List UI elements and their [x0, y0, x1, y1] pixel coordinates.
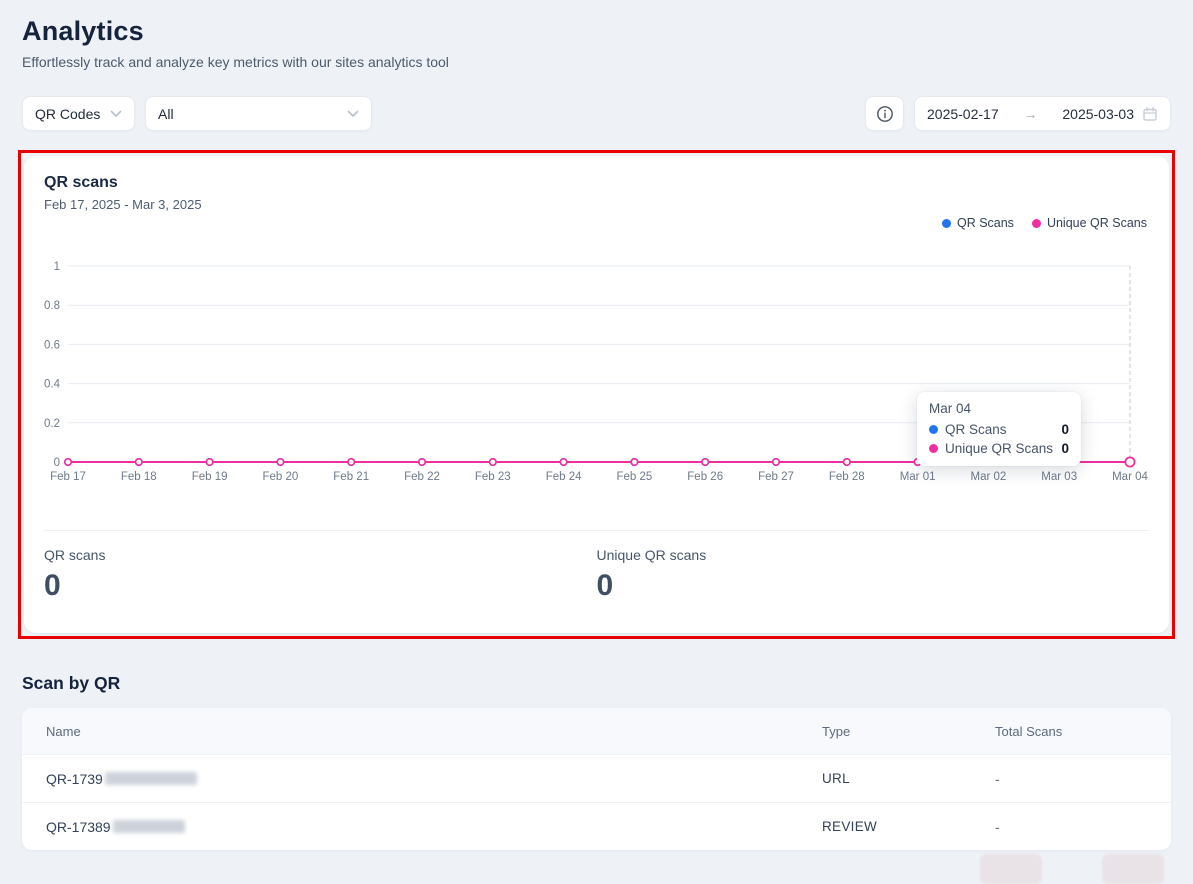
tooltip-dot-pink — [929, 444, 938, 453]
chart-tooltip: Mar 04 QR Scans 0 Unique QR Scans 0 — [917, 392, 1081, 466]
info-circle-icon — [876, 105, 893, 122]
svg-text:Feb 20: Feb 20 — [262, 471, 298, 483]
svg-text:Mar 04: Mar 04 — [1112, 471, 1148, 483]
tooltip-value: 0 — [1061, 422, 1069, 437]
date-range-start[interactable]: 2025-02-17 — [927, 105, 999, 122]
legend-item-qr-scans[interactable]: QR Scans — [941, 216, 1014, 230]
pagination-controls — [22, 854, 1171, 884]
svg-text:0.4: 0.4 — [44, 379, 61, 391]
svg-text:Feb 26: Feb 26 — [687, 471, 723, 483]
scan-by-qr-title: Scan by QR — [22, 673, 121, 693]
scope-dropdown[interactable]: All — [145, 96, 372, 131]
stat-label: Unique QR scans — [596, 547, 707, 563]
svg-text:Feb 22: Feb 22 — [404, 471, 440, 483]
column-header-type: Type — [822, 723, 851, 739]
svg-text:1: 1 — [54, 261, 60, 273]
table-row[interactable]: QR-17389 REVIEW - — [22, 802, 1171, 850]
svg-text:Feb 23: Feb 23 — [475, 471, 511, 483]
chart-summary-stats: QR scans 0 Unique QR scans 0 — [44, 530, 1149, 603]
svg-text:Feb 24: Feb 24 — [546, 471, 582, 483]
qr-type-dropdown-value: QR Codes — [35, 105, 101, 122]
stat-value: 0 — [44, 569, 61, 602]
pagination-control[interactable] — [980, 854, 1042, 884]
svg-text:0.8: 0.8 — [44, 300, 60, 312]
scope-dropdown-value: All — [158, 105, 174, 122]
qr-name-cell[interactable]: QR-17389 — [22, 819, 798, 835]
svg-text:Feb 28: Feb 28 — [829, 471, 865, 483]
legend-item-unique-qr-scans[interactable]: Unique QR Scans — [1031, 216, 1147, 230]
tooltip-label: QR Scans — [945, 422, 1007, 437]
filter-right-group: 2025-02-17 → 2025-03-03 — [865, 96, 1171, 131]
calendar-icon — [1143, 106, 1157, 121]
svg-text:Feb 18: Feb 18 — [121, 471, 157, 483]
legend-dot-blue — [941, 218, 951, 228]
svg-text:0: 0 — [54, 457, 60, 469]
chart-plot-area[interactable]: 0 0.2 0.4 0.6 0.8 1 Feb 17 Feb 18 Feb 19 Feb 20 Fe… — [44, 256, 1149, 496]
filter-bar: QR Codes All 2025-02-17 → 2025-03-03 — [22, 96, 1171, 131]
table-row[interactable]: QR-1739 URL - — [22, 754, 1171, 802]
chart-title: QR scans — [44, 174, 118, 191]
redacted-text — [104, 772, 197, 785]
tooltip-row-qr-scans: QR Scans 0 — [929, 422, 1069, 437]
svg-text:Feb 25: Feb 25 — [616, 471, 652, 483]
tooltip-label: Unique QR Scans — [945, 441, 1054, 456]
svg-text:Mar 01: Mar 01 — [900, 471, 936, 483]
stat-unique-qr-scans: Unique QR scans 0 — [597, 547, 1150, 603]
tooltip-dot-blue — [929, 425, 938, 434]
svg-text:0.6: 0.6 — [44, 339, 60, 351]
page-subtitle: Effortlessly track and analyze key metri… — [22, 54, 449, 70]
chevron-down-icon — [347, 110, 359, 117]
filter-left-group: QR Codes All — [22, 96, 372, 131]
date-range-end[interactable]: 2025-03-03 — [1062, 105, 1134, 122]
svg-text:Feb 17: Feb 17 — [50, 471, 86, 483]
legend-label: Unique QR Scans — [1046, 216, 1147, 230]
chart-legend: QR Scans Unique QR Scans — [941, 216, 1147, 230]
column-header-total-scans: Total Scans — [995, 723, 1063, 739]
svg-text:Feb 27: Feb 27 — [758, 471, 794, 483]
legend-label: QR Scans — [956, 216, 1014, 230]
svg-text:Feb 19: Feb 19 — [192, 471, 228, 483]
arrow-right-icon: → — [1023, 105, 1038, 122]
qr-name-cell[interactable]: QR-1739 — [22, 771, 798, 787]
svg-text:Mar 02: Mar 02 — [971, 471, 1007, 483]
redacted-text — [112, 820, 185, 833]
annotation-highlight-box: QR scans Feb 17, 2025 - Mar 3, 2025 QR S… — [18, 150, 1175, 639]
column-header-name: Name — [46, 723, 81, 739]
qr-scans-line-chart[interactable]: 0 0.2 0.4 0.6 0.8 1 Feb 17 Feb 18 Feb 19 Feb 20 Fe… — [44, 256, 1155, 496]
qr-type-cell: REVIEW — [822, 819, 878, 834]
tooltip-value: 0 — [1061, 441, 1069, 456]
qr-scans-chart-card: QR scans Feb 17, 2025 - Mar 3, 2025 QR S… — [24, 156, 1169, 633]
svg-text:Mar 03: Mar 03 — [1041, 471, 1077, 483]
pagination-control[interactable] — [1102, 854, 1164, 884]
svg-text:0.2: 0.2 — [44, 418, 60, 430]
legend-dot-pink — [1031, 218, 1041, 228]
tooltip-row-unique-qr-scans: Unique QR Scans 0 — [929, 441, 1069, 456]
qr-type-cell: URL — [822, 771, 850, 786]
page-title: Analytics — [22, 16, 144, 46]
total-scans-cell: - — [995, 770, 1000, 787]
chart-date-range: Feb 17, 2025 - Mar 3, 2025 — [44, 197, 202, 212]
table-header-row: Name Type Total Scans — [22, 708, 1171, 754]
total-scans-cell: - — [995, 818, 1000, 835]
stat-qr-scans: QR scans 0 — [44, 547, 597, 603]
scan-by-qr-table: Name Type Total Scans QR-1739 URL - QR-1… — [22, 708, 1171, 850]
qr-name-text: QR-1739 — [46, 770, 103, 787]
chevron-down-icon — [110, 110, 122, 117]
svg-text:Feb 21: Feb 21 — [333, 471, 369, 483]
qr-name-text: QR-17389 — [46, 818, 111, 835]
stat-label: QR scans — [44, 547, 106, 563]
date-range-picker[interactable]: 2025-02-17 → 2025-03-03 — [914, 96, 1171, 131]
info-button[interactable] — [865, 96, 904, 131]
qr-type-dropdown[interactable]: QR Codes — [22, 96, 135, 131]
tooltip-date: Mar 04 — [929, 401, 972, 416]
stat-value: 0 — [596, 569, 614, 602]
